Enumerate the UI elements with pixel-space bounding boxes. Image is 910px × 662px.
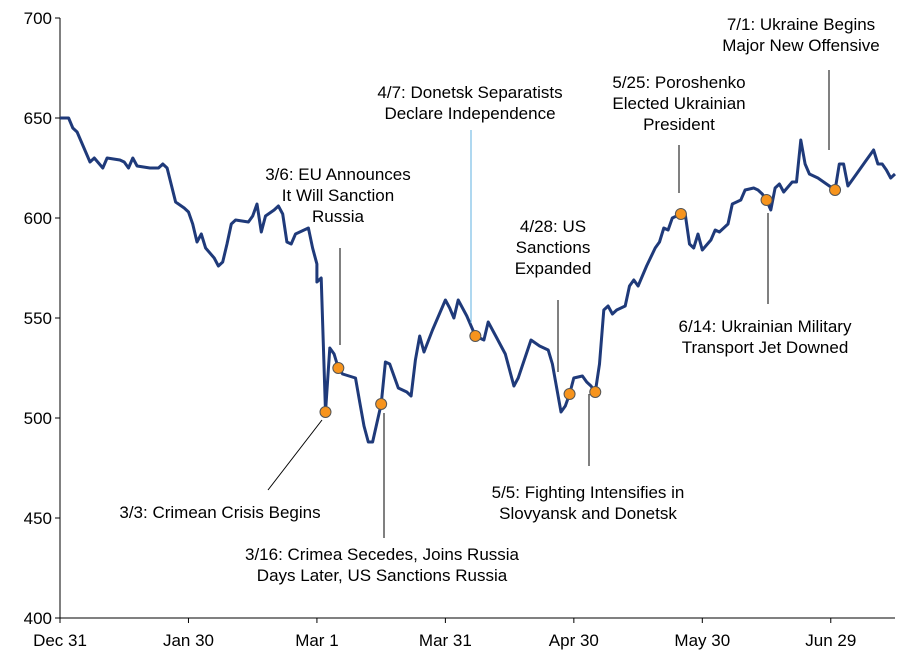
event-marker <box>829 184 842 196</box>
annotation-label: 5/5: Fighting Intensifies in Slovyansk an… <box>492 483 685 523</box>
x-tick-label: Apr 30 <box>549 631 599 650</box>
x-tick-label: Mar 1 <box>295 631 338 650</box>
event-marker <box>469 330 482 342</box>
annotation-label: 7/1: Ukraine Begins Major New Offensive <box>722 15 879 55</box>
tick-labels: 400 450 500 550 600 650 700 Dec 31 Jan 30 Mar 1 Ma… <box>24 9 857 650</box>
annotation-label: 6/14: Ukrainian Military Transport Jet Do… <box>679 317 852 357</box>
annotation-label: 3/6: EU Announces It Will Sanction Russia <box>265 165 411 226</box>
y-tick-label: 500 <box>24 409 52 428</box>
event-marker <box>589 386 602 398</box>
annotation-label: 4/28: US Sanctions Expanded <box>515 217 592 278</box>
x-tick-label: Mar 31 <box>419 631 472 650</box>
event-marker <box>760 194 773 206</box>
annotation-label: 5/25: Poroshenko Elected Ukrainian Preside… <box>612 73 745 134</box>
annotation-leaders <box>267 70 830 538</box>
annotation-labels: 3/3: Crimean Crisis Begins 3/6: EU Announ… <box>119 15 879 585</box>
event-marker <box>563 388 576 400</box>
annotation-label: 3/16: Crimea Secedes, Joins Russia Days L… <box>245 545 520 585</box>
series-line <box>60 116 897 444</box>
event-marker <box>332 362 345 374</box>
event-marker <box>319 406 332 418</box>
x-tick-label: Jan 30 <box>163 631 214 650</box>
annotation-label: 4/7: Donetsk Separatists Declare Independ… <box>377 83 562 123</box>
y-tick-label: 550 <box>24 309 52 328</box>
y-tick-label: 700 <box>24 9 52 28</box>
y-tick-label: 650 <box>24 109 52 128</box>
event-marker <box>375 398 388 410</box>
y-tick-label: 600 <box>24 209 52 228</box>
x-tick-label: May 30 <box>674 631 730 650</box>
x-tick-label: Dec 31 <box>33 631 87 650</box>
annotation-markers <box>319 184 842 418</box>
annotation-leader-line <box>267 419 323 491</box>
x-tick-label: Jun 29 <box>805 631 856 650</box>
event-marker <box>674 208 687 220</box>
annotation-label: 3/3: Crimean Crisis Begins <box>119 503 320 522</box>
y-tick-label: 400 <box>24 609 52 628</box>
series-path <box>60 116 897 444</box>
y-tick-label: 450 <box>24 509 52 528</box>
